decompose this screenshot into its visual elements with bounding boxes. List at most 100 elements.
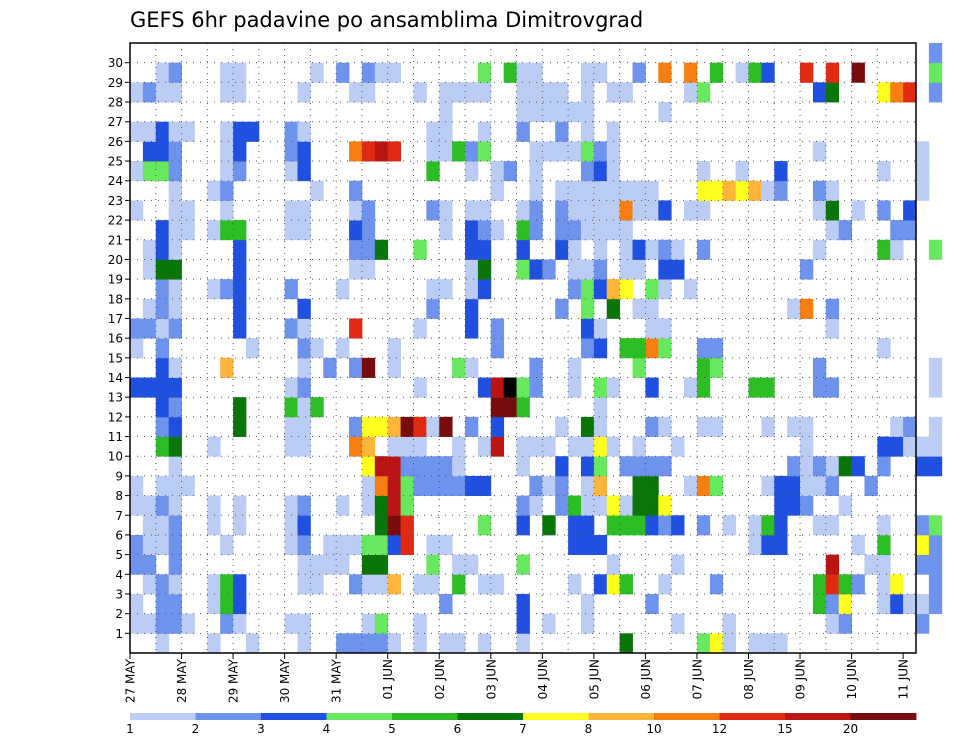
data-cell bbox=[155, 298, 170, 319]
data-cell bbox=[632, 357, 646, 378]
colorbar-label: 3 bbox=[257, 722, 265, 736]
data-cell bbox=[233, 574, 247, 595]
data-cell bbox=[413, 82, 427, 103]
data-cell bbox=[336, 62, 350, 83]
data-cell bbox=[155, 338, 170, 359]
data-cell bbox=[606, 200, 621, 221]
data-cell bbox=[632, 180, 646, 201]
data-cell bbox=[516, 62, 530, 83]
x-tick-label: 28 MAY bbox=[175, 658, 189, 703]
data-cell bbox=[709, 62, 724, 83]
data-cell bbox=[465, 239, 479, 260]
data-cell bbox=[439, 456, 453, 477]
data-cell bbox=[529, 200, 543, 221]
data-cell bbox=[684, 62, 698, 83]
colorbar-swatch bbox=[195, 713, 262, 720]
data-cell bbox=[426, 200, 440, 221]
data-cell bbox=[928, 416, 943, 437]
data-cell bbox=[374, 416, 389, 437]
data-cell bbox=[529, 180, 543, 201]
y-tick-label: 15 bbox=[108, 351, 123, 365]
data-cell bbox=[490, 377, 505, 398]
colorbar-label: 10 bbox=[646, 722, 661, 736]
data-cell bbox=[671, 613, 685, 634]
data-cell bbox=[568, 377, 582, 398]
data-cell bbox=[490, 574, 505, 595]
data-cell bbox=[542, 475, 556, 496]
data-cell bbox=[812, 141, 827, 162]
data-cell bbox=[387, 456, 401, 477]
data-cell bbox=[658, 318, 672, 339]
data-cell bbox=[155, 239, 170, 260]
data-cell bbox=[387, 515, 401, 536]
data-cell bbox=[606, 377, 621, 398]
data-cell bbox=[555, 121, 569, 142]
data-cell bbox=[529, 82, 543, 103]
y-tick-label: 27 bbox=[108, 115, 123, 129]
data-cell bbox=[477, 259, 492, 280]
data-cell bbox=[361, 613, 376, 634]
data-cell bbox=[426, 121, 440, 142]
x-tick-label: 29 MAY bbox=[227, 658, 241, 703]
data-cell bbox=[658, 279, 672, 300]
data-cell bbox=[220, 593, 234, 615]
data-cell bbox=[516, 613, 530, 634]
data-cell bbox=[516, 515, 530, 536]
data-cell bbox=[696, 200, 711, 221]
data-cell bbox=[787, 495, 801, 516]
y-axis: 1234567891011121314151617181920212223242… bbox=[108, 56, 130, 641]
data-cell bbox=[400, 475, 414, 496]
data-cell bbox=[851, 534, 865, 556]
data-cell bbox=[452, 554, 466, 575]
data-cell bbox=[851, 62, 865, 83]
data-cell bbox=[142, 141, 157, 162]
data-cell bbox=[284, 161, 298, 182]
data-cell bbox=[568, 357, 582, 378]
data-cell bbox=[439, 475, 453, 496]
data-cell bbox=[477, 377, 492, 398]
data-cell bbox=[233, 259, 247, 280]
data-cell bbox=[168, 456, 182, 477]
data-cell bbox=[465, 554, 479, 575]
data-cell bbox=[465, 318, 479, 339]
data-cell bbox=[490, 416, 505, 437]
data-cell bbox=[593, 180, 608, 201]
data-cell bbox=[684, 82, 698, 103]
data-cell bbox=[297, 613, 311, 634]
data-cell bbox=[439, 200, 453, 221]
data-cell bbox=[130, 200, 144, 221]
data-cell bbox=[490, 161, 505, 182]
data-cell bbox=[426, 456, 440, 477]
colorbar-label: 6 bbox=[454, 722, 462, 736]
data-cell bbox=[658, 259, 672, 280]
data-cell bbox=[181, 121, 195, 142]
colorbar-label: 1 bbox=[126, 722, 134, 736]
data-cell bbox=[825, 220, 840, 241]
data-cell bbox=[452, 475, 466, 496]
data-cell bbox=[155, 416, 170, 437]
data-cell bbox=[568, 515, 582, 536]
data-cell bbox=[477, 220, 492, 241]
data-cell bbox=[619, 200, 633, 221]
data-cell bbox=[477, 121, 492, 142]
data-cell bbox=[580, 141, 595, 162]
data-cell bbox=[632, 62, 646, 83]
data-cell bbox=[387, 357, 401, 378]
data-cell bbox=[142, 82, 157, 103]
data-cell bbox=[168, 239, 182, 260]
data-cell bbox=[220, 200, 234, 221]
data-cell bbox=[606, 180, 621, 201]
data-cell bbox=[903, 220, 917, 241]
data-cell bbox=[233, 121, 247, 142]
data-cell bbox=[155, 121, 170, 142]
data-cell bbox=[361, 633, 376, 654]
data-cell bbox=[284, 436, 298, 457]
data-cell bbox=[658, 239, 672, 260]
data-cell bbox=[529, 357, 543, 378]
data-cell bbox=[516, 102, 530, 123]
data-cell bbox=[542, 613, 556, 634]
x-tick-label: 05 JUN bbox=[587, 659, 601, 699]
data-cell bbox=[168, 416, 182, 437]
colorbar-label: 2 bbox=[192, 722, 200, 736]
data-cell bbox=[490, 220, 505, 241]
